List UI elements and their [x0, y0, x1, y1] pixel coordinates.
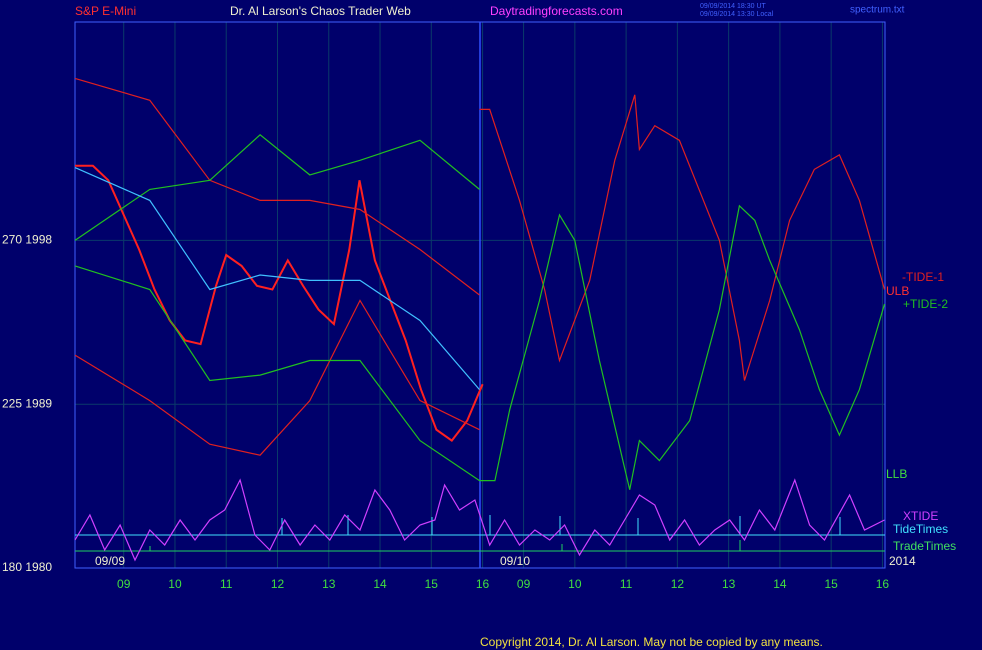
x-tick-label: 13	[722, 577, 736, 591]
series-line	[75, 164, 484, 442]
x-tick-label: 12	[271, 577, 285, 591]
series-line	[74, 299, 480, 456]
x-tick-label: 09	[517, 577, 531, 591]
series-line	[74, 134, 480, 241]
date-label: 09/10	[500, 554, 530, 568]
site: Daytradingforecasts.com	[490, 4, 623, 18]
file-name: spectrum.txt	[850, 5, 905, 16]
x-tick-label: 15	[425, 577, 439, 591]
series-line	[74, 167, 480, 390]
x-tick-label: 15	[824, 577, 838, 591]
annotation: TradeTimes	[893, 539, 956, 553]
series-label: +TIDE-2	[903, 297, 948, 311]
chart-title: Dr. Al Larson's Chaos Trader Web	[230, 4, 411, 18]
trade-times-line	[75, 540, 885, 552]
y-tick-label: 180 1980	[2, 560, 52, 574]
instrument: S&P E-Mini	[75, 4, 136, 18]
series-line	[479, 204, 886, 490]
y-tick-label: 270 1998	[2, 233, 52, 247]
date-label: 09/09	[95, 554, 125, 568]
series-line	[74, 265, 480, 482]
x-tick-label: 16	[476, 577, 490, 591]
x-tick-label: 14	[373, 577, 387, 591]
x-tick-label: 10	[568, 577, 582, 591]
series-label: XTIDE	[903, 509, 938, 523]
x-tick-label: 11	[620, 577, 633, 591]
x-tick-label: 10	[168, 577, 182, 591]
date-label: 2014	[889, 554, 916, 568]
time-local: 09/09/2014 13:30 Local	[700, 11, 774, 18]
x-tick-label: 14	[773, 577, 787, 591]
series-line	[74, 77, 480, 296]
annotation: ULB	[886, 284, 909, 298]
y-tick-label: 225 1989	[2, 396, 52, 410]
x-tick-label: 13	[322, 577, 336, 591]
x-tick-label: 11	[220, 577, 233, 591]
x-tick-label: 12	[671, 577, 685, 591]
time-ut: 09/09/2014 18:30 UT	[700, 3, 766, 10]
copyright: Copyright 2014, Dr. Al Larson. May not b…	[480, 635, 823, 649]
series-line	[479, 94, 886, 381]
series-line	[74, 478, 885, 562]
x-tick-label: 16	[876, 577, 890, 591]
x-tick-label: 09	[117, 577, 131, 591]
series-label: -TIDE-1	[902, 270, 944, 284]
annotation: TideTimes	[893, 522, 948, 536]
annotation: LLB	[886, 467, 907, 481]
